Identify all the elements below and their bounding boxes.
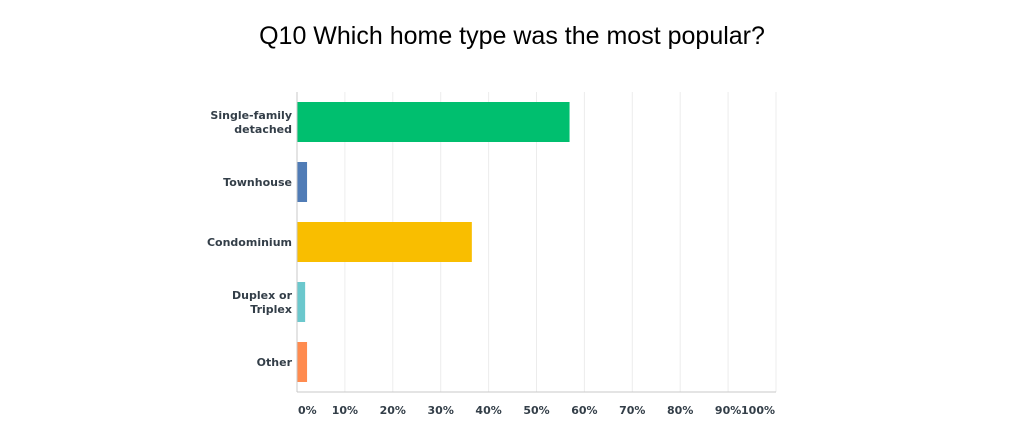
category-label: Single-family detached xyxy=(210,109,292,136)
x-tick-label: 10% xyxy=(332,404,358,417)
category-label: Duplex or Triplex xyxy=(232,289,293,316)
bar xyxy=(297,282,306,322)
chart-title: Q10 Which home type was the most popular… xyxy=(259,22,765,50)
x-tick-labels: 0% 10% 20% 30% 40% 50% 60% 70% 80% 90% 100% xyxy=(298,404,775,417)
x-tick-label: 90% xyxy=(715,404,741,417)
category-label: Condominium xyxy=(207,236,292,249)
axes xyxy=(296,92,776,393)
bars xyxy=(297,102,570,382)
x-tick-label: 50% xyxy=(523,404,549,417)
category-label: Other xyxy=(257,356,293,369)
bar xyxy=(297,342,308,382)
x-tick-label: 100% xyxy=(741,404,775,417)
x-tick-label: 80% xyxy=(667,404,693,417)
category-labels: Single-family detached Townhouse Condominiu… xyxy=(207,109,293,369)
x-tick-label: 60% xyxy=(571,404,597,417)
x-tick-label: 30% xyxy=(428,404,454,417)
bar xyxy=(297,102,570,142)
x-tick-label: 0% xyxy=(298,404,317,417)
x-tick-label: 70% xyxy=(619,404,645,417)
x-tick-label: 20% xyxy=(380,404,406,417)
x-tick-label: 40% xyxy=(475,404,501,417)
category-label: Townhouse xyxy=(223,176,292,189)
bar xyxy=(297,222,472,262)
bar xyxy=(297,162,308,202)
